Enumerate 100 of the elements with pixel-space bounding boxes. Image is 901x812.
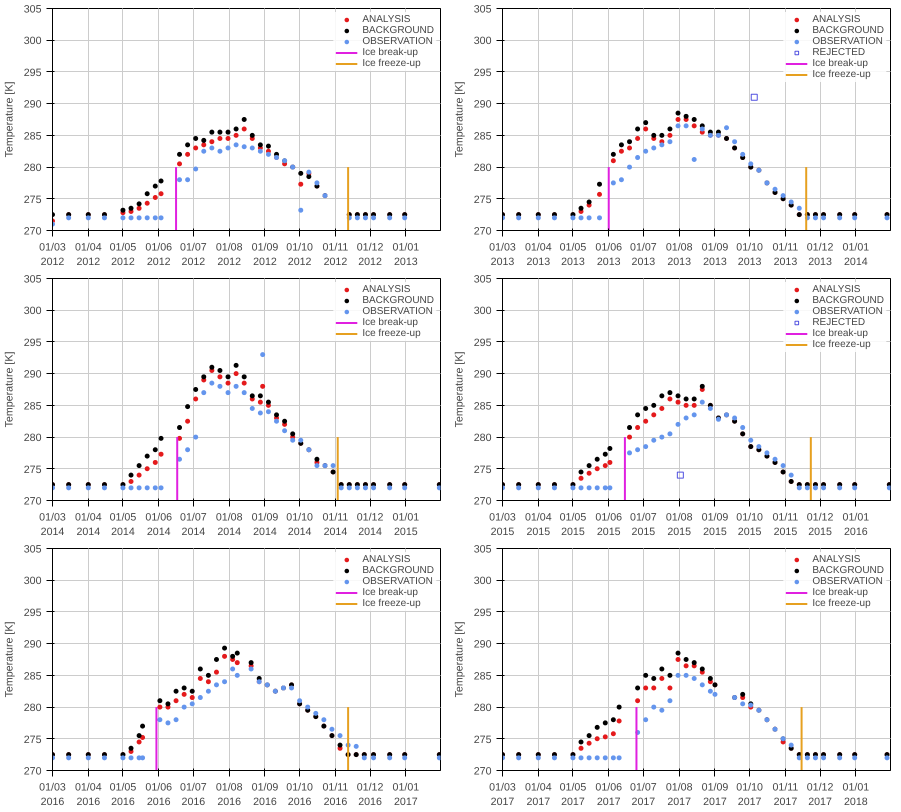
y-tick-label: 280 (474, 432, 492, 444)
x-tick-label: 01/07 2013 (630, 242, 657, 268)
x-tick-label: 01/08 2015 (666, 512, 693, 538)
y-tick-label: 290 (24, 98, 42, 111)
x-tick-label: 01/09 2016 (252, 782, 278, 808)
y-tick-label: 285 (474, 130, 492, 142)
y-tick-label: 295 (24, 66, 42, 79)
x-tick-label: 01/07 2012 (180, 242, 207, 268)
x-tick-label: 01/01 2016 (842, 512, 870, 538)
x-tick-label: 01/06 2014 (145, 512, 172, 538)
x-tick-label: 01/07 2015 (630, 512, 657, 538)
y-tick-label: 295 (474, 336, 492, 349)
y-tick-label: 300 (474, 305, 492, 318)
y-tick-label: 290 (474, 368, 492, 381)
y-axis-title: Temperature [K] (4, 352, 16, 428)
y-tick-label: 285 (474, 400, 492, 412)
y-tick-label: 290 (474, 638, 492, 651)
y-tick-label: 285 (24, 400, 42, 412)
x-tick-label: 01/01 2018 (842, 782, 870, 808)
legend-label: ANALYSIS (812, 14, 860, 25)
legend-label: Ice break-up (812, 328, 868, 339)
legend-label: Ice freeze-up (812, 69, 871, 80)
legend-label: ANALYSIS (812, 284, 860, 295)
x-tick-label: 01/01 2017 (392, 782, 420, 808)
x-tick-label: 01/11 2014 (322, 512, 348, 538)
legend-label: ANALYSIS (362, 14, 410, 25)
y-tick-label: 305 (474, 4, 492, 16)
legend-label: BACKGROUND (362, 295, 434, 306)
legend-label: ANALYSIS (362, 554, 410, 565)
x-tick-label: 01/08 2016 (216, 782, 243, 808)
y-tick-label: 270 (474, 496, 492, 508)
legend-label: ANALYSIS (362, 284, 410, 295)
y-tick-label: 295 (24, 336, 42, 349)
y-axis-title: Temperature [K] (4, 622, 16, 698)
x-tick-label: 01/07 2014 (180, 512, 207, 538)
x-tick-label: 01/09 2015 (702, 512, 728, 538)
legend-label: BACKGROUND (362, 565, 434, 576)
x-tick-label: 01/09 2012 (252, 242, 278, 268)
legend-label: OBSERVATION (362, 36, 433, 47)
y-tick-label: 275 (474, 734, 492, 746)
y-tick-label: 275 (24, 734, 42, 746)
legend-label: REJECTED (812, 317, 866, 328)
legend-label: OBSERVATION (812, 576, 883, 587)
x-tick-label: 01/12 2014 (356, 512, 384, 538)
y-tick-label: 270 (24, 496, 42, 508)
legend-label: Ice freeze-up (362, 328, 421, 339)
x-tick-label: 01/01 2014 (842, 242, 870, 268)
y-tick-label: 295 (24, 606, 42, 619)
legend-label: Ice break-up (362, 587, 418, 598)
x-tick-label: 01/03 2015 (489, 512, 516, 538)
y-tick-label: 280 (24, 432, 42, 444)
x-tick-label: 01/11 2017 (772, 782, 798, 808)
x-tick-label: 01/10 2016 (286, 782, 314, 808)
x-tick-label: 01/12 2016 (356, 782, 384, 808)
y-tick-label: 285 (474, 670, 492, 682)
x-tick-label: 01/08 2017 (666, 782, 693, 808)
x-tick-label: 01/11 2012 (322, 242, 348, 268)
legend-label: Ice break-up (812, 587, 868, 598)
legend-label: BACKGROUND (812, 25, 884, 36)
x-tick-label: 01/04 2012 (74, 242, 102, 268)
x-tick-label: 01/05 2014 (110, 512, 136, 538)
legend-label: Ice break-up (812, 58, 868, 69)
legend-label: REJECTED (812, 47, 866, 58)
y-tick-label: 275 (474, 464, 492, 476)
legend-label: BACKGROUND (362, 25, 434, 36)
x-tick-label: 01/09 2013 (702, 242, 728, 268)
x-tick-label: 01/03 2014 (39, 512, 66, 538)
legend-label: BACKGROUND (812, 565, 884, 576)
x-tick-label: 01/06 2012 (145, 242, 172, 268)
y-tick-label: 305 (24, 4, 42, 16)
x-tick-label: 01/01 2015 (392, 512, 420, 538)
x-tick-label: 01/12 2015 (806, 512, 834, 538)
legend-label: Ice break-up (362, 317, 418, 328)
y-tick-label: 290 (24, 638, 42, 651)
y-tick-label: 290 (474, 98, 492, 111)
x-tick-label: 01/05 2016 (110, 782, 136, 808)
legend-label: BACKGROUND (812, 295, 884, 306)
x-tick-label: 01/03 2013 (489, 242, 516, 268)
x-tick-label: 01/06 2013 (595, 242, 622, 268)
y-tick-label: 305 (474, 274, 492, 286)
x-tick-label: 01/06 2015 (595, 512, 622, 538)
x-tick-label: 01/07 2016 (180, 782, 207, 808)
x-tick-label: 01/11 2013 (772, 242, 798, 268)
x-tick-label: 01/06 2016 (145, 782, 172, 808)
y-tick-label: 270 (474, 766, 492, 778)
y-axis-title: Temperature [K] (454, 82, 466, 158)
x-tick-label: 01/06 2017 (595, 782, 622, 808)
y-axis-title: Temperature [K] (454, 352, 466, 428)
x-tick-label: 01/09 2017 (702, 782, 728, 808)
x-tick-label: 01/04 2015 (524, 512, 552, 538)
x-tick-label: 01/12 2012 (356, 242, 384, 268)
legend-label: Ice freeze-up (812, 598, 871, 609)
x-tick-label: 01/05 2013 (560, 242, 586, 268)
y-tick-label: 275 (24, 464, 42, 476)
legend-label: ANALYSIS (812, 554, 860, 565)
x-tick-label: 01/09 2014 (252, 512, 278, 538)
y-tick-label: 300 (24, 305, 42, 318)
x-tick-label: 01/07 2017 (630, 782, 657, 808)
legend-label: Ice freeze-up (362, 58, 421, 69)
x-tick-label: 01/10 2015 (736, 512, 764, 538)
